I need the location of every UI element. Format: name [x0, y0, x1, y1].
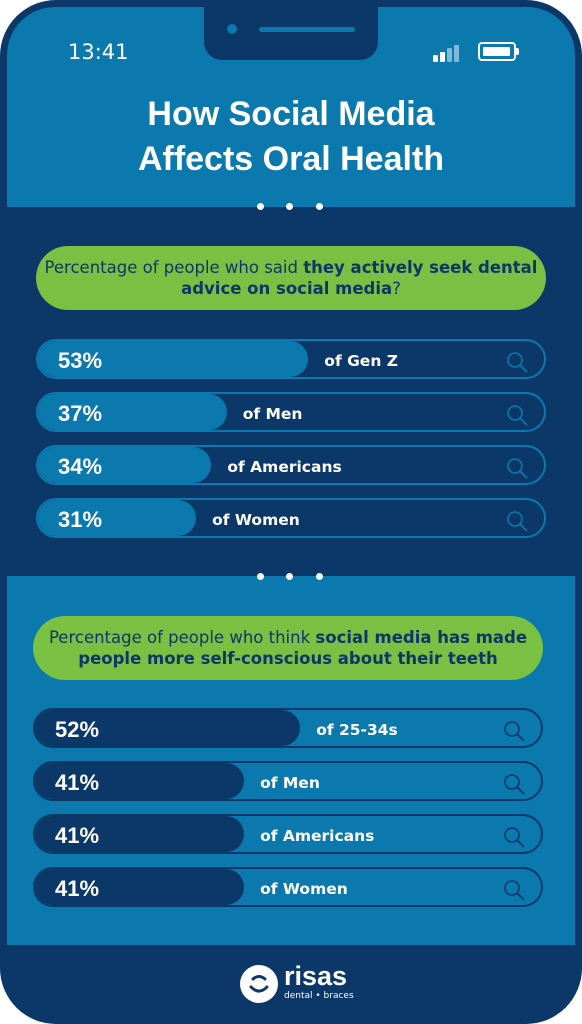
phone-notch	[204, 0, 378, 60]
signal-bar	[454, 44, 459, 62]
dot	[257, 573, 264, 580]
bar-category-label: of Men	[260, 774, 320, 792]
bar-fill	[38, 341, 309, 377]
search-icon	[507, 511, 528, 532]
search-icon	[507, 458, 528, 479]
divider-dots	[0, 203, 582, 211]
status-time: 13:41	[68, 40, 129, 64]
bar-value-label: 31%	[58, 507, 103, 532]
dot	[286, 203, 293, 210]
brand-logo: risas dental • braces	[240, 961, 354, 1007]
bar-fill	[38, 394, 227, 430]
bar-row: 41% of Women	[33, 867, 543, 907]
bar-row: 34% of Americans	[36, 445, 546, 485]
search-icon	[504, 721, 525, 742]
bar-value-label: 52%	[55, 717, 100, 742]
bar-value-label: 41%	[55, 823, 100, 848]
question-1-emphasis: they actively seek dental advice on soci…	[181, 258, 538, 298]
speaker-icon	[259, 27, 355, 32]
smile-logo-graphic	[249, 975, 269, 993]
search-icon	[504, 774, 525, 795]
dot	[316, 203, 323, 210]
divider-dots	[0, 573, 582, 581]
bar-category-label: of Americans	[260, 827, 375, 845]
bar-row: 53% of Gen Z	[36, 339, 546, 379]
bar-category-label: of Women	[260, 880, 348, 898]
brand-tagline: dental • braces	[284, 991, 354, 1001]
bar-value-label: 34%	[58, 454, 103, 479]
bar-row: 41% of Men	[33, 761, 543, 801]
question-2-emphasis: social media has made people more self-c…	[78, 628, 528, 668]
bar-value-label: 41%	[55, 770, 100, 795]
bar-category-label: of 25-34s	[316, 721, 398, 739]
question-2-lead: Percentage of people who think	[48, 628, 311, 647]
signal-bar	[440, 51, 445, 62]
dot	[316, 573, 323, 580]
bar-fill	[35, 869, 245, 905]
search-icon	[507, 352, 528, 373]
signal-bar	[433, 55, 438, 62]
signal-bar	[447, 48, 452, 62]
bar-fill	[38, 447, 212, 483]
smile-logo-icon	[240, 965, 278, 1003]
bar-row: 31% of Women	[36, 498, 546, 538]
battery-level	[483, 47, 510, 56]
question-1: Percentage of people who said they activ…	[36, 246, 546, 310]
question-1-end: ?	[392, 279, 401, 298]
bar-category-label: of Americans	[227, 458, 342, 476]
bar-category-label: of Gen Z	[324, 352, 398, 370]
battery-icon	[478, 42, 519, 61]
camera-icon	[227, 24, 237, 34]
search-icon	[504, 880, 525, 901]
bar-value-label: 37%	[58, 401, 103, 426]
dot	[286, 573, 293, 580]
bar-fill	[35, 816, 245, 852]
bar-fill	[35, 763, 245, 799]
title-line-2: Affects Oral Health	[137, 140, 445, 178]
brand-name: risas	[284, 961, 348, 991]
question-1-lead: Percentage of people who said	[44, 258, 298, 277]
bar-fill	[35, 710, 301, 746]
question-2: Percentage of people who think social me…	[33, 616, 543, 680]
search-icon	[507, 405, 528, 426]
bar-row: 41% of Americans	[33, 814, 543, 854]
bar-category-label: of Women	[212, 511, 300, 529]
bar-value-label: 41%	[55, 876, 100, 901]
bar-row: 52% of 25-34s	[33, 708, 543, 748]
bar-category-label: of Men	[242, 405, 303, 423]
dot	[257, 203, 264, 210]
page-title: How Social Media Affects Oral Health	[0, 92, 582, 182]
bar-row: 37% of Men	[36, 392, 546, 432]
title-line-1: How Social Media	[147, 95, 435, 133]
bar-fill	[38, 500, 197, 536]
bar-value-label: 53%	[58, 348, 103, 373]
search-icon	[504, 827, 525, 848]
signal-icon	[433, 44, 465, 62]
